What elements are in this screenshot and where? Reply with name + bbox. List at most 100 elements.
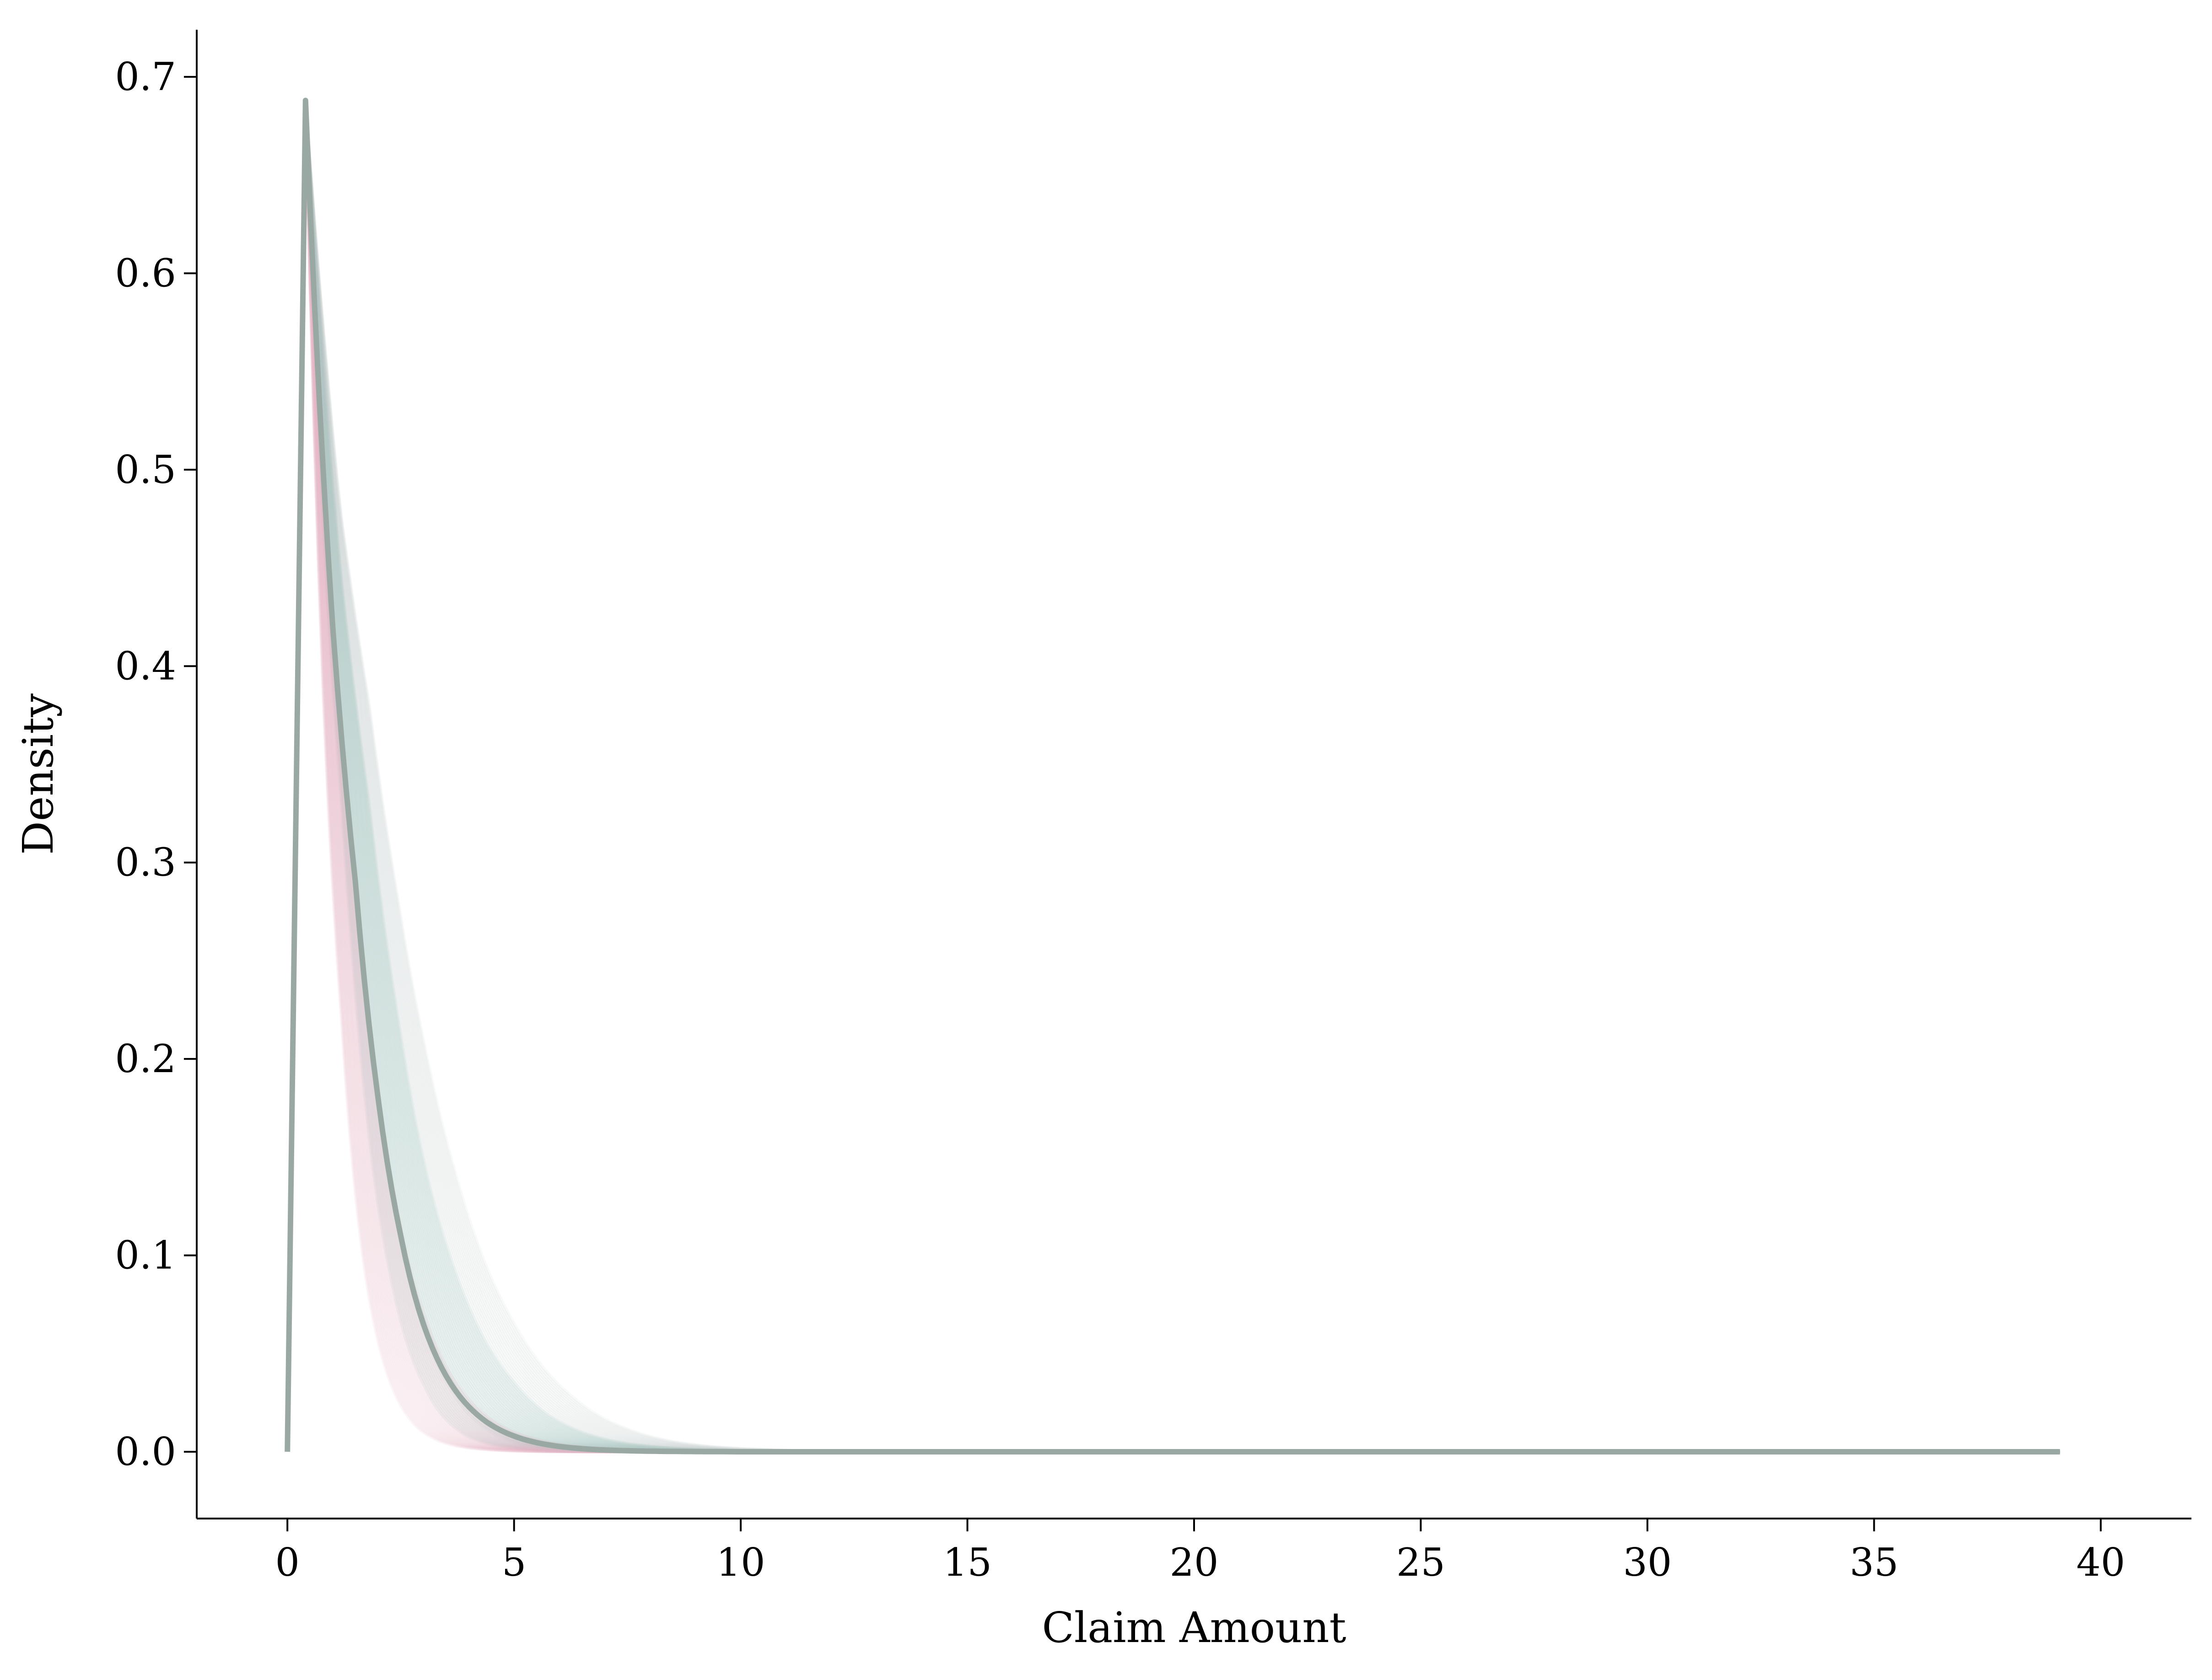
posterior-draw-line: [285, 99, 2060, 1454]
posterior-draw-line: [285, 99, 2060, 1454]
posterior-draw-line: [285, 99, 2060, 1454]
posterior-draw-line: [285, 99, 2060, 1454]
posterior-draw-line: [285, 99, 2060, 1454]
x-tick-label: 10: [716, 1540, 765, 1585]
posterior-draw-line: [285, 99, 2060, 1454]
posterior-draw-line: [285, 99, 2060, 1454]
posterior-draw-line: [285, 99, 2060, 1454]
posterior-draw-line: [285, 99, 2060, 1454]
posterior-draw-line: [285, 99, 2060, 1454]
posterior-draw-line: [285, 99, 2060, 1454]
posterior-draw-line: [285, 99, 2060, 1454]
x-tick-label: 40: [2076, 1540, 2125, 1585]
posterior-draw-line: [285, 99, 2060, 1454]
posterior-draw-line: [285, 99, 2060, 1454]
posterior-draw-line: [285, 99, 2060, 1454]
y-tick-label: 0.2: [115, 1036, 176, 1081]
posterior-draw-line: [285, 99, 2060, 1454]
posterior-draw-line: [285, 99, 2060, 1454]
y-tick-label: 0.7: [115, 54, 176, 99]
posterior-draw-line: [285, 99, 2060, 1454]
posterior-draw-line: [285, 99, 2060, 1454]
posterior-draw-line: [285, 99, 2060, 1454]
posterior-draw-line: [285, 99, 2060, 1454]
posterior-draw-line: [285, 99, 2060, 1454]
posterior-draw-line: [285, 99, 2060, 1454]
mean-density-line: [285, 97, 2060, 1455]
y-axis-label: Density: [14, 693, 63, 855]
posterior-draw-line: [285, 99, 2060, 1454]
posterior-draw-line: [285, 99, 2060, 1454]
posterior-draw-line: [285, 99, 2060, 1454]
posterior-draw-line: [285, 99, 2060, 1454]
posterior-draw-line: [285, 99, 2060, 1454]
posterior-draw-line: [285, 99, 2060, 1454]
posterior-draw-line: [285, 99, 2060, 1454]
posterior-draw-line: [285, 99, 2060, 1454]
posterior-draw-line: [285, 99, 2060, 1454]
posterior-draw-line: [285, 99, 2060, 1454]
posterior-draw-line: [285, 99, 2060, 1454]
posterior-draw-line: [285, 99, 2060, 1454]
posterior-draw-line: [285, 99, 2060, 1454]
posterior-draw-line: [285, 99, 2060, 1454]
posterior-draw-line: [285, 99, 2060, 1454]
posterior-draw-line: [285, 99, 2060, 1454]
posterior-draw-line: [285, 99, 2060, 1454]
posterior-draw-line: [285, 99, 2060, 1454]
posterior-draw-line: [285, 99, 2060, 1454]
posterior-draw-line: [285, 99, 2060, 1454]
x-tick-label: 5: [502, 1540, 526, 1585]
posterior-draw-line: [285, 99, 2060, 1454]
posterior-draw-line: [285, 99, 2060, 1454]
posterior-draw-line: [285, 99, 2060, 1454]
posterior-draw-line: [285, 99, 2060, 1454]
posterior-draw-line: [285, 99, 2060, 1454]
posterior-draw-line: [285, 99, 2060, 1454]
posterior-draw-line: [285, 99, 2060, 1454]
posterior-draw-line: [285, 99, 2060, 1454]
posterior-draw-line: [285, 99, 2060, 1454]
posterior-draw-line: [285, 99, 2060, 1454]
posterior-draw-line: [285, 99, 2060, 1454]
posterior-draw-line: [285, 99, 2060, 1454]
posterior-draw-line: [285, 99, 2060, 1454]
x-tick-label: 20: [1170, 1540, 1219, 1585]
y-tick-label: 0.1: [115, 1233, 176, 1278]
posterior-draw-line: [285, 99, 2060, 1454]
posterior-draw-line: [285, 99, 2060, 1454]
density-curves: [285, 97, 2060, 1455]
posterior-draw-line: [285, 99, 2060, 1454]
posterior-draw-line: [285, 99, 2060, 1454]
posterior-draw-line: [285, 99, 2060, 1454]
posterior-draw-line: [285, 99, 2060, 1454]
posterior-draw-line: [285, 99, 2060, 1454]
y-ticks: 0.0 0.1 0.2 0.3 0.4 0.5 0.6 0.7: [115, 54, 197, 1474]
posterior-draw-line: [285, 99, 2060, 1454]
posterior-draw-line: [285, 99, 2060, 1454]
posterior-draw-line: [285, 99, 2060, 1454]
posterior-draw-line: [285, 99, 2060, 1454]
y-tick-label: 0.5: [115, 447, 176, 492]
posterior-draw-line: [285, 99, 2060, 1454]
posterior-draw-line: [285, 99, 2060, 1454]
posterior-draw-line: [285, 99, 2060, 1454]
posterior-draw-line: [285, 99, 2060, 1454]
posterior-draw-line: [285, 99, 2060, 1454]
posterior-draw-line: [285, 99, 2060, 1454]
posterior-draw-line: [285, 99, 2060, 1454]
posterior-draw-line: [285, 99, 2060, 1454]
posterior-draw-line: [285, 99, 2060, 1454]
posterior-draw-line: [285, 99, 2060, 1454]
posterior-draw-line: [285, 99, 2060, 1454]
x-tick-label: 30: [1623, 1540, 1672, 1585]
posterior-draw-line: [285, 99, 2060, 1454]
posterior-draw-line: [285, 99, 2060, 1454]
posterior-draw-line: [285, 99, 2060, 1454]
posterior-draw-line: [285, 99, 2060, 1454]
posterior-draw-line: [285, 99, 2060, 1454]
posterior-draw-line: [285, 99, 2060, 1454]
posterior-draw-line: [285, 99, 2060, 1454]
posterior-draw-line: [285, 99, 2060, 1454]
